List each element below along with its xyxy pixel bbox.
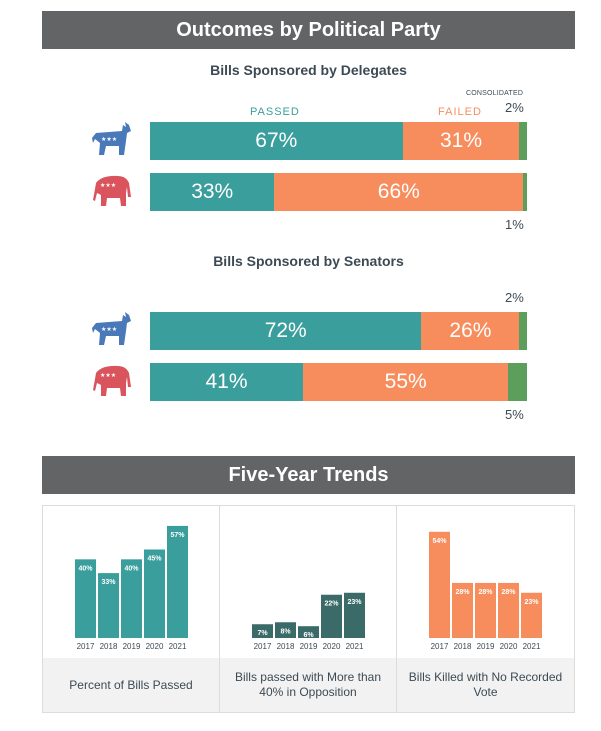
trend-year-label: 2021 <box>169 642 187 651</box>
svg-text:★★★: ★★★ <box>100 182 116 189</box>
trend-bar-2017 <box>252 624 273 638</box>
trend-year-label: 2017 <box>77 642 95 651</box>
senators-rep-consolidated-pct: 5% <box>505 407 524 422</box>
trend-year-label: 2019 <box>477 642 495 651</box>
trend-bar-label: 28% <box>478 589 493 596</box>
republican-elephant-icon: ★★★ <box>92 363 132 399</box>
trend-year-label: 2019 <box>123 642 141 651</box>
trends-banner: Five-Year Trends <box>42 456 575 494</box>
delegates-dem-consolidated-pct: 2% <box>505 100 524 115</box>
trend-year-label: 2020 <box>500 642 518 651</box>
trends-panels: 40% 2017 33% 2018 40% 2019 45% 2020 57% 2021 Perc… <box>42 505 575 713</box>
svg-text:★★★: ★★★ <box>101 326 117 333</box>
senators-dem-failed-segment: 26% <box>421 312 520 350</box>
delegates-rep-consolidated-segment <box>523 173 527 211</box>
trend-year-label: 2021 <box>523 642 541 651</box>
delegates-rep-bar: 33% 66% <box>150 173 527 211</box>
senators-rep-passed-segment: 41% <box>150 363 304 401</box>
trend-bar-label: 54% <box>432 538 447 545</box>
trend-bar-label: 40% <box>78 565 93 572</box>
failed-label: FAILED <box>438 106 482 118</box>
trend-year-label: 2021 <box>346 642 364 651</box>
democrat-donkey-icon: ★★★ <box>92 311 132 347</box>
trend-bar-label: 45% <box>147 556 162 563</box>
delegates-rep-failed-segment: 66% <box>274 173 524 211</box>
trend-year-label: 2020 <box>323 642 341 651</box>
trend-bar-2019 <box>475 582 496 638</box>
trend-bar-label: 40% <box>124 565 139 572</box>
trend-caption-passed: Percent of Bills Passed <box>43 658 219 712</box>
outcomes-banner: Outcomes by Political Party <box>42 11 575 49</box>
trend-year-label: 2017 <box>254 642 272 651</box>
trend-bar-label: 33% <box>101 579 116 586</box>
trend-bar-2018 <box>275 622 296 638</box>
trend-bar-2019 <box>121 559 142 638</box>
trend-bar-label: 23% <box>524 599 539 606</box>
senators-rep-bar: 41% 55% <box>150 363 527 401</box>
trend-bar-label: 6% <box>303 632 314 639</box>
consolidated-label: CONSOLIDATED <box>466 90 524 97</box>
trend-panel-opposition: 7% 2017 8% 2018 6% 2019 22% 2020 23% 2021 Bills p… <box>220 506 397 712</box>
passed-label: PASSED <box>250 106 300 118</box>
senators-rep-failed-segment: 55% <box>303 363 509 401</box>
trend-year-label: 2020 <box>146 642 164 651</box>
trend-panel-passed: 40% 2017 33% 2018 40% 2019 45% 2020 57% 2021 Perc… <box>43 506 220 712</box>
trend-bar-label: 28% <box>501 589 516 596</box>
trend-panel-killed: 54% 2017 28% 2018 28% 2019 28% 2020 23% 2021 Bill… <box>397 506 574 712</box>
trend-bar-2021 <box>344 592 365 638</box>
trend-bar-2020 <box>321 594 342 638</box>
delegates-rep-consolidated-pct: 1% <box>505 217 524 232</box>
delegates-subtitle: Bills Sponsored by Delegates <box>210 62 407 78</box>
senators-dem-consolidated-segment <box>519 312 527 350</box>
delegates-dem-bar: 67% 31% <box>150 122 527 160</box>
trend-year-label: 2017 <box>431 642 449 651</box>
trend-bar-2017 <box>429 531 450 638</box>
trend-bar-2018 <box>98 573 119 638</box>
trend-bar-2021 <box>521 592 542 638</box>
killed-chart: 54% 2017 28% 2018 28% 2019 28% 2020 23% 2021 <box>429 531 542 651</box>
trend-bar-2019 <box>298 626 319 638</box>
trend-bar-2021 <box>167 525 188 638</box>
svg-text:★★★: ★★★ <box>101 136 117 143</box>
trend-bar-label: 23% <box>347 599 362 606</box>
republican-elephant-icon: ★★★ <box>92 173 132 209</box>
delegates-dem-failed-segment: 31% <box>402 122 520 160</box>
senators-dem-consolidated-pct: 2% <box>505 290 524 305</box>
percent-passed-chart: 40% 2017 33% 2018 40% 2019 45% 2020 57% 2021 <box>75 525 188 651</box>
delegates-dem-consolidated-segment <box>519 122 527 160</box>
opposition-chart: 7% 2017 8% 2018 6% 2019 22% 2020 23% 2021 <box>252 592 365 651</box>
senators-rep-consolidated-segment <box>508 363 527 401</box>
senators-subtitle: Bills Sponsored by Senators <box>213 253 404 269</box>
trend-bar-2018 <box>452 582 473 638</box>
senators-dem-bar: 72% 26% <box>150 312 527 350</box>
trend-bar-label: 22% <box>324 601 339 608</box>
trend-bar-2020 <box>498 582 519 638</box>
delegates-dem-passed-segment: 67% <box>150 122 403 160</box>
trend-bar-2020 <box>144 549 165 638</box>
delegates-rep-passed-segment: 33% <box>150 173 275 211</box>
trend-year-label: 2018 <box>454 642 472 651</box>
trend-year-label: 2019 <box>300 642 318 651</box>
trend-bar-label: 28% <box>455 589 470 596</box>
trend-year-label: 2018 <box>100 642 118 651</box>
svg-text:★★★: ★★★ <box>100 372 116 379</box>
trend-bar-label: 7% <box>257 630 268 637</box>
trend-caption-opposition: Bills passed with More than 40% in Oppos… <box>220 658 396 712</box>
trend-bar-label: 57% <box>170 532 185 539</box>
trend-bar-2017 <box>75 559 96 638</box>
trend-year-label: 2018 <box>277 642 295 651</box>
democrat-donkey-icon: ★★★ <box>92 121 132 157</box>
senators-dem-passed-segment: 72% <box>150 312 422 350</box>
trend-caption-killed: Bills Killed with No Recorded Vote <box>397 658 574 712</box>
trend-bar-label: 8% <box>280 628 291 635</box>
